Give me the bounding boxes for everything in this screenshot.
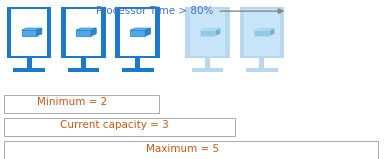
FancyBboxPatch shape [26,58,31,68]
Polygon shape [215,28,220,36]
FancyBboxPatch shape [205,58,210,68]
FancyBboxPatch shape [240,7,284,58]
FancyBboxPatch shape [116,7,160,58]
Polygon shape [76,28,96,30]
FancyBboxPatch shape [81,58,86,68]
Polygon shape [130,30,145,36]
FancyBboxPatch shape [192,68,223,72]
FancyBboxPatch shape [244,9,279,56]
FancyBboxPatch shape [4,95,159,113]
FancyBboxPatch shape [66,9,101,56]
Polygon shape [255,28,275,30]
Polygon shape [21,28,42,30]
FancyBboxPatch shape [246,68,278,72]
FancyBboxPatch shape [4,141,378,159]
FancyBboxPatch shape [4,118,235,136]
Polygon shape [200,30,215,36]
Polygon shape [200,28,220,30]
Text: Maximum = 5: Maximum = 5 [146,144,219,154]
Polygon shape [76,30,91,36]
FancyBboxPatch shape [122,68,154,72]
FancyBboxPatch shape [190,9,225,56]
FancyBboxPatch shape [260,58,265,68]
FancyBboxPatch shape [135,58,140,68]
Polygon shape [255,30,269,36]
Text: Processor Time > 80%: Processor Time > 80% [96,6,213,16]
Polygon shape [36,28,42,36]
FancyBboxPatch shape [13,68,45,72]
FancyBboxPatch shape [120,9,155,56]
FancyBboxPatch shape [11,9,47,56]
FancyBboxPatch shape [61,7,106,58]
Text: Minimum = 2: Minimum = 2 [36,97,107,107]
Polygon shape [21,30,36,36]
Polygon shape [269,28,275,36]
Polygon shape [130,28,151,30]
Text: Current capacity = 3: Current capacity = 3 [60,120,169,130]
FancyBboxPatch shape [68,68,99,72]
Polygon shape [91,28,96,36]
FancyBboxPatch shape [185,7,230,58]
FancyBboxPatch shape [7,7,51,58]
Polygon shape [145,28,151,36]
